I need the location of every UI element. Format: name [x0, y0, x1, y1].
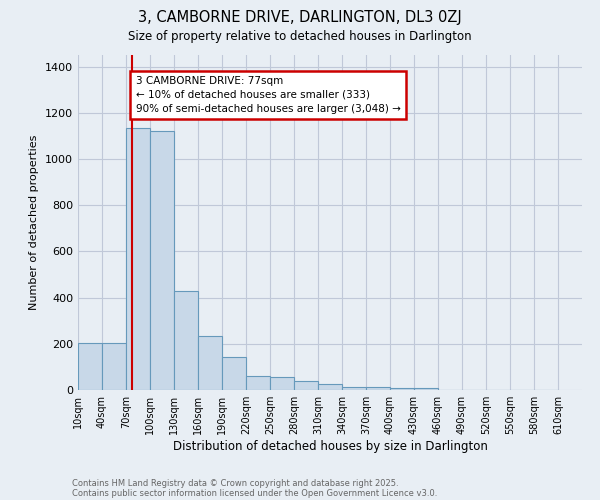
Bar — [102, 342, 126, 390]
Bar — [390, 388, 414, 390]
Bar — [342, 387, 366, 390]
Text: 3, CAMBORNE DRIVE, DARLINGTON, DL3 0ZJ: 3, CAMBORNE DRIVE, DARLINGTON, DL3 0ZJ — [138, 10, 462, 25]
Text: 3 CAMBORNE DRIVE: 77sqm
← 10% of detached houses are smaller (333)
90% of semi-d: 3 CAMBORNE DRIVE: 77sqm ← 10% of detache… — [136, 76, 400, 114]
Bar — [78, 342, 102, 390]
Bar — [198, 336, 222, 390]
Bar — [222, 356, 246, 390]
Bar — [414, 388, 438, 390]
Bar — [246, 376, 270, 390]
Text: Contains public sector information licensed under the Open Government Licence v3: Contains public sector information licen… — [72, 488, 437, 498]
X-axis label: Distribution of detached houses by size in Darlington: Distribution of detached houses by size … — [173, 440, 487, 453]
Y-axis label: Number of detached properties: Number of detached properties — [29, 135, 40, 310]
Bar — [174, 290, 198, 390]
Text: Size of property relative to detached houses in Darlington: Size of property relative to detached ho… — [128, 30, 472, 43]
Bar — [150, 131, 174, 390]
Bar — [366, 387, 390, 390]
Bar — [318, 384, 342, 390]
Bar — [126, 128, 150, 390]
Bar — [294, 381, 318, 390]
Bar — [270, 378, 294, 390]
Text: Contains HM Land Registry data © Crown copyright and database right 2025.: Contains HM Land Registry data © Crown c… — [72, 478, 398, 488]
